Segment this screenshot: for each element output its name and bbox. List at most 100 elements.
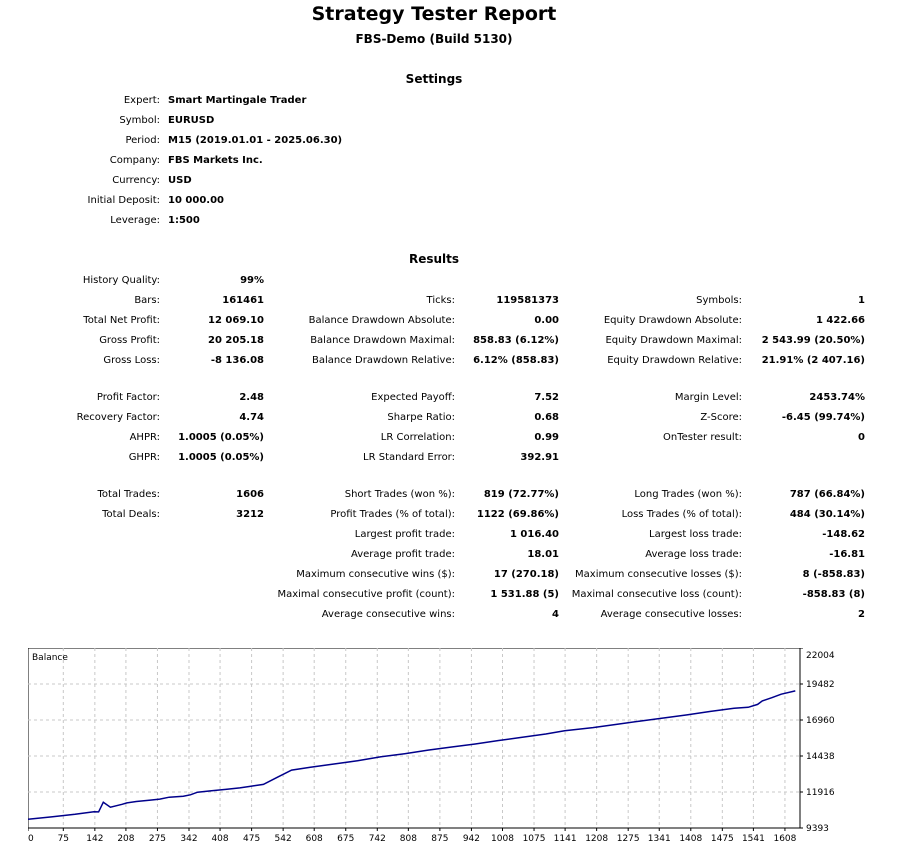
result-label: Maximal consecutive loss (count): — [571, 589, 742, 600]
result-value: 4.74 — [239, 412, 264, 423]
result-label: Average consecutive wins: — [321, 609, 455, 620]
result-label: LR Correlation: — [380, 432, 455, 443]
result-label: Maximum consecutive wins ($): — [296, 569, 455, 580]
history-quality-label: History Quality: — [82, 275, 160, 286]
setting-value: 1:500 — [168, 215, 200, 226]
result-label: Total Deals: — [102, 509, 160, 520]
result-label: Total Trades: — [97, 489, 161, 500]
x-tick-label: 1341 — [648, 834, 671, 844]
chart-title: Balance — [32, 653, 68, 663]
result-value: -8 136.08 — [210, 355, 264, 366]
setting-value: FBS Markets Inc. — [168, 155, 263, 166]
result-label: Long Trades (won %): — [634, 489, 742, 500]
result-value: 20 205.18 — [208, 335, 264, 346]
report-subtitle: FBS-Demo (Build 5130) — [355, 32, 513, 46]
result-label: Z-Score: — [700, 412, 742, 423]
x-tick-label: 542 — [275, 834, 292, 844]
result-value: 1606 — [236, 489, 264, 500]
setting-value: Smart Martingale Trader — [168, 95, 307, 106]
result-value: -6.45 (99.74%) — [781, 412, 865, 423]
x-tick-label: 1075 — [523, 834, 546, 844]
result-value: 0 — [858, 432, 865, 443]
result-value: 17 (270.18) — [493, 569, 559, 580]
history-quality-value: 99% — [240, 275, 264, 286]
result-value: 3212 — [236, 509, 264, 520]
y-tick-label: 22004 — [806, 651, 835, 661]
x-tick-label: 1541 — [742, 834, 765, 844]
setting-value: 10 000.00 — [168, 195, 224, 206]
x-tick-label: 1608 — [773, 834, 796, 844]
settings-heading: Settings — [405, 72, 463, 86]
setting-label: Leverage: — [110, 215, 160, 226]
result-value: 0.99 — [534, 432, 559, 443]
result-label: Bars: — [134, 295, 160, 306]
result-label: Largest loss trade: — [649, 529, 742, 540]
setting-label: Expert: — [123, 95, 160, 106]
result-label: Gross Loss: — [103, 355, 160, 366]
x-tick-label: 475 — [243, 834, 260, 844]
setting-value: EURUSD — [168, 115, 215, 126]
result-label: Equity Drawdown Relative: — [607, 355, 742, 366]
result-value: -858.83 (8) — [802, 589, 865, 600]
x-tick-label: 342 — [180, 834, 197, 844]
x-tick-label: 1275 — [617, 834, 640, 844]
result-label: Gross Profit: — [99, 335, 160, 346]
result-value: 18.01 — [527, 549, 559, 560]
x-tick-label: 408 — [211, 834, 228, 844]
x-tick-label: 1008 — [491, 834, 514, 844]
x-tick-label: 875 — [431, 834, 448, 844]
result-label: Recovery Factor: — [76, 412, 160, 423]
x-tick-label: 942 — [463, 834, 480, 844]
setting-label: Company: — [109, 155, 160, 166]
result-label: Average profit trade: — [350, 549, 455, 560]
result-label: Equity Drawdown Absolute: — [603, 315, 742, 326]
x-tick-label: 675 — [337, 834, 354, 844]
result-value: 0.68 — [534, 412, 559, 423]
result-label: Short Trades (won %): — [344, 489, 455, 500]
result-label: Profit Factor: — [96, 392, 160, 403]
x-tick-label: 142 — [86, 834, 103, 844]
result-value: 1 531.88 (5) — [490, 589, 559, 600]
result-value: 484 (30.14%) — [789, 509, 865, 520]
result-value: 1.0005 (0.05%) — [178, 432, 264, 443]
chart-plot-area — [27, 647, 801, 829]
result-label: GHPR: — [128, 452, 160, 463]
result-label: Equity Drawdown Maximal: — [605, 335, 742, 346]
result-value: 119581373 — [496, 295, 559, 306]
result-value: 1 422.66 — [815, 315, 865, 326]
result-label: Maximum consecutive losses ($): — [575, 569, 742, 580]
result-value: 1 — [858, 295, 865, 306]
x-tick-label: 1208 — [585, 834, 608, 844]
balance-series-line — [27, 690, 796, 821]
setting-label: Symbol: — [119, 115, 160, 126]
result-value: -16.81 — [829, 549, 865, 560]
result-label: Profit Trades (% of total): — [330, 509, 455, 520]
result-value: 2453.74% — [809, 392, 865, 403]
balance-chart: 22004 19482 16960 14438 11916 9393 0 75 142 208 2… — [27, 647, 868, 846]
result-label: Balance Drawdown Absolute: — [308, 315, 455, 326]
result-value: -148.62 — [822, 529, 865, 540]
result-value: 2 543.99 (20.50%) — [761, 335, 865, 346]
results-heading: Results — [408, 252, 460, 266]
result-value: 2.48 — [239, 392, 264, 403]
result-value: 4 — [552, 609, 559, 620]
y-tick-label: 19482 — [806, 680, 835, 690]
x-tick-label: 1408 — [679, 834, 702, 844]
x-tick-label: 1141 — [554, 834, 577, 844]
result-label: AHPR: — [129, 432, 160, 443]
y-tick-label: 16960 — [806, 716, 835, 726]
result-label: Balance Drawdown Relative: — [311, 355, 455, 366]
y-tick-label: 9393 — [806, 824, 829, 834]
result-label: Loss Trades (% of total): — [621, 509, 742, 520]
result-label: Expected Payoff: — [371, 392, 455, 403]
result-value: 0.00 — [534, 315, 559, 326]
setting-label: Period: — [125, 135, 160, 146]
result-label: Sharpe Ratio: — [387, 412, 455, 423]
x-tick-label: 608 — [306, 834, 323, 844]
result-label: Margin Level: — [674, 392, 742, 403]
result-label: Balance Drawdown Maximal: — [310, 335, 455, 346]
result-label: Ticks: — [426, 295, 455, 306]
y-tick-label: 14438 — [806, 752, 835, 762]
result-value: 1122 (69.86%) — [476, 509, 559, 520]
result-value: 161461 — [222, 295, 264, 306]
